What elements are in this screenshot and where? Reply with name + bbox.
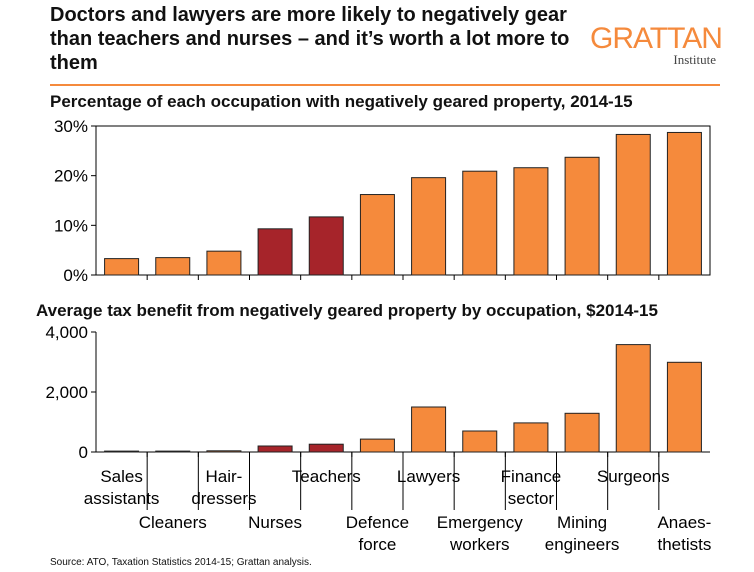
- chart2-bar: [359, 438, 395, 453]
- chart2-y-tick-label: 4,000: [45, 323, 88, 342]
- logo-subtitle: Institute: [673, 52, 716, 67]
- x-category-label-line: Cleaners: [139, 513, 207, 532]
- x-category-label: Nurses: [248, 513, 302, 532]
- chart1-bar: [615, 133, 651, 276]
- x-category-label-line: assistants: [84, 489, 160, 508]
- chart2-subtitle: Average tax benefit from negatively gear…: [36, 301, 658, 320]
- x-category-label-line: Lawyers: [397, 467, 460, 486]
- x-category-label: Sales assistants: [84, 467, 160, 508]
- x-category-label: Mining engineers: [545, 513, 620, 554]
- chart1-bar: [308, 216, 344, 276]
- chart1-bar: [462, 170, 498, 276]
- x-category-label-line: Nurses: [248, 513, 302, 532]
- x-category-label: Defence force: [346, 513, 409, 554]
- chart1-y-tick-label: 10%: [54, 216, 88, 235]
- x-category-label-line: Finance: [501, 467, 561, 486]
- x-category-label: Hair-dressers: [191, 467, 256, 508]
- x-category-label-line: Anaes-: [657, 513, 711, 532]
- chart1-bar: [564, 156, 600, 276]
- x-category-label-line: dressers: [191, 489, 256, 508]
- x-category-label-line: force: [359, 535, 397, 554]
- x-category-label: Emergency workers: [437, 513, 523, 554]
- chart-title: Doctors and lawyers are more likely to n…: [50, 4, 570, 74]
- chart1-bar: [666, 131, 702, 276]
- chart1-bar: [155, 257, 191, 276]
- x-category-label-line: sector: [508, 489, 555, 508]
- x-category-label: Teachers: [292, 467, 361, 486]
- chart1-bar: [411, 177, 447, 276]
- chart1-y-tick-label: 20%: [54, 167, 88, 186]
- header-rule: [50, 84, 720, 86]
- chart1-y-tick-label: 0%: [63, 266, 88, 285]
- x-category-label-line: workers: [449, 535, 510, 554]
- x-category-label-line: Sales: [100, 467, 143, 486]
- chart2-bar: [308, 443, 344, 453]
- x-category-label-line: engineers: [545, 535, 620, 554]
- chart1-bar: [513, 167, 549, 276]
- logo-wordmark: GRATTAN: [590, 22, 723, 55]
- grattan-logo: GRATTAN Institute: [590, 22, 723, 68]
- chart2-y-tick-label: 2,000: [45, 383, 88, 402]
- source-note: Source: ATO, Taxation Statistics 2014-15…: [50, 557, 312, 568]
- chart2-bar: [666, 361, 702, 453]
- x-category-label-line: Mining: [557, 513, 607, 532]
- x-category-label: Cleaners: [139, 513, 207, 532]
- x-category-label-line: Teachers: [292, 467, 361, 486]
- x-category-label-line: Defence: [346, 513, 409, 532]
- chart2-bar: [462, 430, 498, 453]
- x-category-label-line: Emergency: [437, 513, 523, 532]
- chart1-bar: [257, 228, 293, 276]
- x-category-label-line: thetists: [657, 535, 711, 554]
- x-category-label-line: Surgeons: [597, 467, 670, 486]
- chart2-bar: [564, 412, 600, 453]
- x-category-label: Surgeons: [597, 467, 670, 486]
- chart2-bar: [104, 450, 140, 453]
- chart2-y-tick-label: 0: [79, 443, 88, 462]
- chart2-bar: [206, 450, 242, 453]
- chart2-bar: [615, 344, 651, 453]
- x-category-label: Anaes-thetists: [657, 513, 711, 554]
- chart1-bar: [359, 194, 395, 276]
- chart2-bar: [155, 450, 191, 453]
- chart1-bar: [206, 250, 242, 276]
- chart2-bar: [513, 422, 549, 453]
- chart2-bar: [411, 406, 447, 453]
- chart2-bar: [257, 445, 293, 453]
- x-category-label-line: Hair-: [205, 467, 242, 486]
- chart1-bar: [104, 258, 140, 276]
- x-category-label: Finance sector: [501, 467, 561, 508]
- x-category-label: Lawyers: [397, 467, 460, 486]
- chart1-subtitle: Percentage of each occupation with negat…: [50, 92, 633, 111]
- chart1-y-tick-label: 30%: [54, 117, 88, 136]
